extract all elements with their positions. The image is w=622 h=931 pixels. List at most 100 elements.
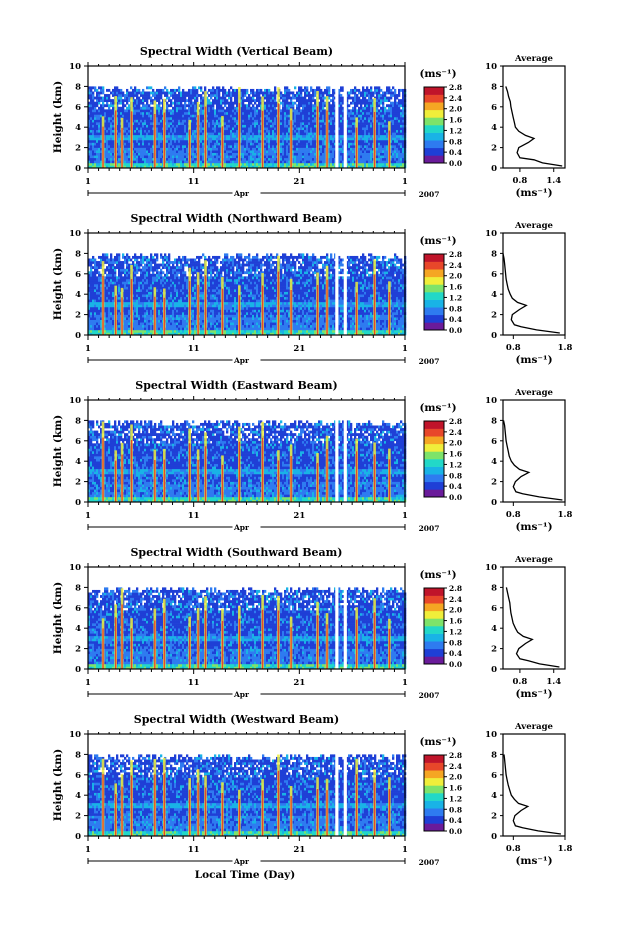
colorbar-tick-label: 2.4 — [449, 428, 462, 437]
colorbar-tick-label: 2.8 — [449, 751, 462, 760]
heatmap-cells — [88, 234, 407, 336]
panel-5: Spectral Width (Westward Beam)0246810Hei… — [52, 713, 572, 867]
x-tick-label: 11 — [188, 344, 200, 354]
month-label-bg — [232, 856, 261, 866]
average-frame — [502, 65, 566, 169]
colorbar-frame — [423, 587, 445, 665]
average-y-tick-label: 2 — [491, 812, 497, 822]
colorbar-tick-label: 1.6 — [449, 283, 462, 292]
colorbar-tick-label: 1.2 — [449, 460, 462, 469]
average-y-tick-label: 4 — [491, 791, 497, 801]
colorbar: 0.0 0.4 0.8 1.21.6 2.0 2.4 2.8 — [423, 250, 462, 335]
y-tick-label: 8 — [75, 249, 81, 259]
x-tick-label: 1 — [402, 177, 408, 187]
y-axis-title: Height (km) — [52, 81, 64, 153]
panel-title: Spectral Width (Vertical Beam) — [140, 45, 333, 58]
y-tick-label: 0 — [75, 164, 81, 174]
average-x-axis-title: (ms⁻¹) — [515, 521, 552, 533]
average-y-tick-label: 8 — [491, 750, 497, 760]
colorbar-tick-label: 2.8 — [449, 250, 462, 259]
x-tick-label: 21 — [293, 511, 305, 521]
average-y-tick-label: 2 — [491, 311, 497, 321]
colorbar: 0.0 0.4 0.8 1.21.6 2.0 2.4 2.8 — [423, 751, 462, 836]
month-label: Apr — [233, 523, 250, 532]
month-label: Apr — [233, 857, 250, 866]
colorbar-tick-label: 0.4 — [449, 649, 462, 658]
panel-4: Spectral Width (Southward Beam)0246810He… — [52, 546, 566, 700]
colorbar: 0.0 0.4 0.8 1.21.6 2.0 2.4 2.8 — [423, 584, 462, 669]
y-tick-label: 2 — [75, 812, 81, 822]
y-tick-label: 0 — [75, 498, 81, 508]
colorbar-tick-label: 0.0 — [449, 159, 462, 168]
y-tick-label: 2 — [75, 144, 81, 154]
colorbar-unit-label: (ms⁻¹) — [419, 402, 456, 414]
colorbar-tick-label: 0.8 — [449, 805, 462, 814]
colorbar-unit-label: (ms⁻¹) — [419, 68, 456, 80]
average-x-tick-label: 0.8 — [506, 510, 521, 520]
colorbar-tick-label: 0.4 — [449, 315, 462, 324]
y-tick-label: 4 — [75, 624, 81, 634]
colorbar-tick-label: 1.6 — [449, 450, 462, 459]
y-tick-label: 6 — [75, 103, 81, 113]
y-tick-label: 2 — [75, 478, 81, 488]
colorbar-tick-label: 0.8 — [449, 137, 462, 146]
x-tick-label: 21 — [293, 678, 305, 688]
y-tick-label: 6 — [75, 771, 81, 781]
colorbar-tick-label: 2.4 — [449, 261, 462, 270]
y-tick-label: 10 — [69, 62, 81, 72]
average-title: Average — [514, 388, 554, 398]
average-y-tick-label: 0 — [491, 164, 497, 174]
x-tick-label: 21 — [293, 344, 305, 354]
colorbar-tick-label: 1.6 — [449, 784, 462, 793]
colorbar-tick-label: 2.4 — [449, 762, 462, 771]
average-x-tick-label: 1.8 — [558, 343, 573, 353]
average-y-tick-label: 8 — [491, 249, 497, 259]
heatmap-cells — [88, 401, 407, 503]
x-tick-label: 1 — [85, 177, 91, 187]
year-label: 2007 — [419, 524, 440, 533]
colorbar-tick-label: 2.0 — [449, 105, 462, 114]
colorbar-tick-label: 1.6 — [449, 116, 462, 125]
average-y-tick-label: 0 — [491, 331, 497, 341]
y-tick-label: 6 — [75, 270, 81, 280]
y-tick-label: 8 — [75, 750, 81, 760]
y-tick-label: 10 — [69, 563, 81, 573]
colorbar-tick-label: 0.8 — [449, 471, 462, 480]
panel-2: Spectral Width (Northward Beam)0246810He… — [52, 212, 572, 366]
y-tick-label: 4 — [75, 123, 81, 133]
colorbar-tick-label: 1.6 — [449, 617, 462, 626]
average-title: Average — [514, 722, 554, 732]
average-frame — [502, 566, 566, 670]
colorbar-tick-label: 0.4 — [449, 148, 462, 157]
colorbar-tick-label: 2.0 — [449, 272, 462, 281]
y-tick-label: 4 — [75, 791, 81, 801]
colorbar-tick-label: 0.8 — [449, 638, 462, 647]
heatmap-cells — [88, 67, 407, 169]
colorbar-tick-label: 2.8 — [449, 83, 462, 92]
average-panel: Average 0 2 4 6 8 10 0.8 1.8 (ms⁻¹) — [485, 722, 572, 867]
x-tick-label: 1 — [402, 511, 408, 521]
average-y-tick-label: 8 — [491, 583, 497, 593]
colorbar-tick-label: 2.4 — [449, 94, 462, 103]
average-y-tick-label: 4 — [491, 123, 497, 133]
colorbar-frame — [423, 253, 445, 331]
colorbar-tick-label: 2.4 — [449, 595, 462, 604]
y-tick-label: 0 — [75, 331, 81, 341]
panel-1: Spectral Width (Vertical Beam)0246810Hei… — [52, 45, 566, 199]
colorbar-unit-label: (ms⁻¹) — [419, 235, 456, 247]
average-y-tick-label: 0 — [491, 665, 497, 675]
colorbar-tick-label: 1.2 — [449, 293, 462, 302]
panel-3: Spectral Width (Eastward Beam)0246810Hei… — [52, 379, 572, 533]
average-panel: Average 0 2 4 6 8 10 0.8 1.8 (ms⁻¹) — [485, 388, 572, 533]
average-title: Average — [514, 555, 554, 565]
month-label-bg — [232, 522, 261, 532]
y-axis-title: Height (km) — [52, 582, 64, 654]
colorbar-tick-label: 0.0 — [449, 660, 462, 669]
average-x-tick-label: 0.8 — [506, 844, 521, 854]
colorbar-tick-label: 2.8 — [449, 417, 462, 426]
month-label: Apr — [233, 189, 250, 198]
average-y-tick-label: 10 — [485, 396, 497, 406]
y-tick-label: 10 — [69, 730, 81, 740]
month-label-bg — [232, 188, 261, 198]
average-x-tick-label: 1.4 — [546, 176, 561, 186]
